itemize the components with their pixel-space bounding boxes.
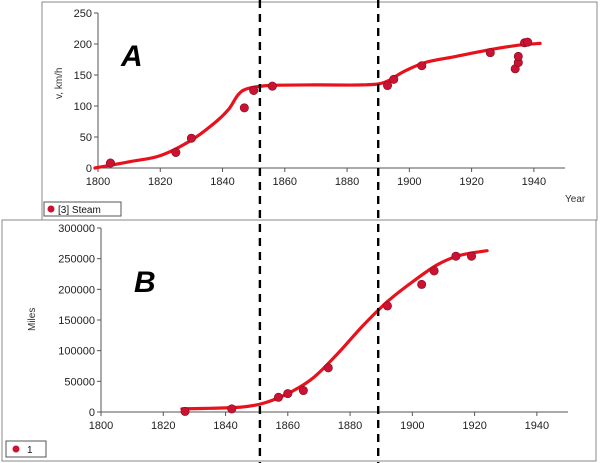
panel-b-x-tick-label: 1940 <box>525 420 549 432</box>
panel-a-letter: A <box>120 40 143 73</box>
panel-a-legend-marker <box>47 205 55 213</box>
panel-a-legend-box <box>43 201 122 217</box>
panel-b-legend-box <box>5 440 47 458</box>
guide-lines <box>258 0 380 463</box>
panel-b-data-point <box>429 266 439 276</box>
panel-b-x-tick-label: 1840 <box>213 420 237 432</box>
panel-a-data-point <box>267 81 277 91</box>
panel-b-y-tick-label: 50000 <box>64 376 95 388</box>
panel-b-trend-line <box>180 249 489 411</box>
panel-b-letter: B <box>134 266 156 299</box>
panel-b-data-point <box>417 279 427 289</box>
panel-b-legend-marker <box>12 445 20 453</box>
panel-a-data-point <box>513 51 523 61</box>
panel-a-x-tick-label: 1880 <box>335 176 359 188</box>
panel-a-x-tick-label: 1800 <box>86 176 110 188</box>
panel-a-x-tick-label: 1860 <box>273 176 297 188</box>
panel-a-xlabel: Year <box>565 194 586 205</box>
panel-a-data-point <box>417 61 427 71</box>
panel-b-x-tick-label: 1900 <box>400 420 424 432</box>
panel-b-x-tick-label: 1800 <box>89 420 113 432</box>
panel-a-data-point <box>239 103 249 113</box>
panel-a-data-point <box>523 37 533 47</box>
panel-b-y-tick-label: 100000 <box>58 346 95 358</box>
panel-b-data-point <box>298 386 308 396</box>
panel-a-x-tick-label: 1840 <box>210 176 234 188</box>
panel-a-x-tick-label: 1900 <box>397 176 421 188</box>
panel-a-data-point <box>186 133 196 143</box>
panel-a-data-point <box>249 86 259 96</box>
panel-b-data-point <box>273 392 283 402</box>
panel-a-ylabel: v, km/h <box>54 68 65 99</box>
panel-b-data-point <box>382 301 392 311</box>
panel-a-data-point <box>383 81 393 91</box>
panel-a-y-tick-label: 200 <box>74 39 92 51</box>
panel-b-data-point <box>466 251 476 261</box>
panel-a-legend-label: [3] Steam <box>58 205 101 216</box>
panel-b-legend-label: 1 <box>27 445 33 456</box>
panel-a-data-point <box>105 158 115 168</box>
panel-a-y-tick-label: 250 <box>74 8 92 20</box>
panel-b-y-tick-label: 250000 <box>58 254 95 266</box>
panel-a-x-tick-label: 1820 <box>148 176 172 188</box>
panel-a-frame <box>41 1 598 221</box>
panel-a-y-tick-label: 150 <box>74 70 92 82</box>
panel-b-x-tick-label: 1880 <box>338 420 362 432</box>
panel-a-y-tick-label: 0 <box>86 163 92 175</box>
panel-a-data-point <box>389 74 399 84</box>
panel-b-y-tick-label: 150000 <box>58 315 95 327</box>
panel-b-data-point <box>323 363 333 373</box>
panel-b-y-tick-label: 300000 <box>58 223 95 235</box>
panel-a: 1800 1820 1840 1860 1880 1900 1920 1940 0 50 100 15… <box>74 8 565 188</box>
panel-b-data-point <box>227 404 237 414</box>
panel-a-y-tick-label: 100 <box>74 101 92 113</box>
panel-a-data-point <box>485 48 495 58</box>
panel-b: 1800 1820 1840 1860 1880 1900 1920 1940 0 50000 10… <box>58 223 568 432</box>
panel-a-x-tick-label: 1940 <box>522 176 546 188</box>
panel-b-data-point <box>283 389 293 399</box>
panel-b-x-tick-label: 1860 <box>276 420 300 432</box>
panel-b-y-tick-label: 200000 <box>58 284 95 296</box>
panel-b-y-tick-label: 0 <box>89 407 95 419</box>
panel-a-x-tick-label: 1920 <box>459 176 483 188</box>
panel-a-y-tick-label: 50 <box>80 132 92 144</box>
panel-b-x-tick-label: 1820 <box>151 420 175 432</box>
panel-b-ylabel: Miles <box>27 308 38 331</box>
panel-a-data-point <box>171 148 181 158</box>
panel-b-x-tick-label: 1920 <box>462 420 486 432</box>
panel-b-data-point <box>451 251 461 261</box>
panel-b-data-point <box>180 406 190 416</box>
